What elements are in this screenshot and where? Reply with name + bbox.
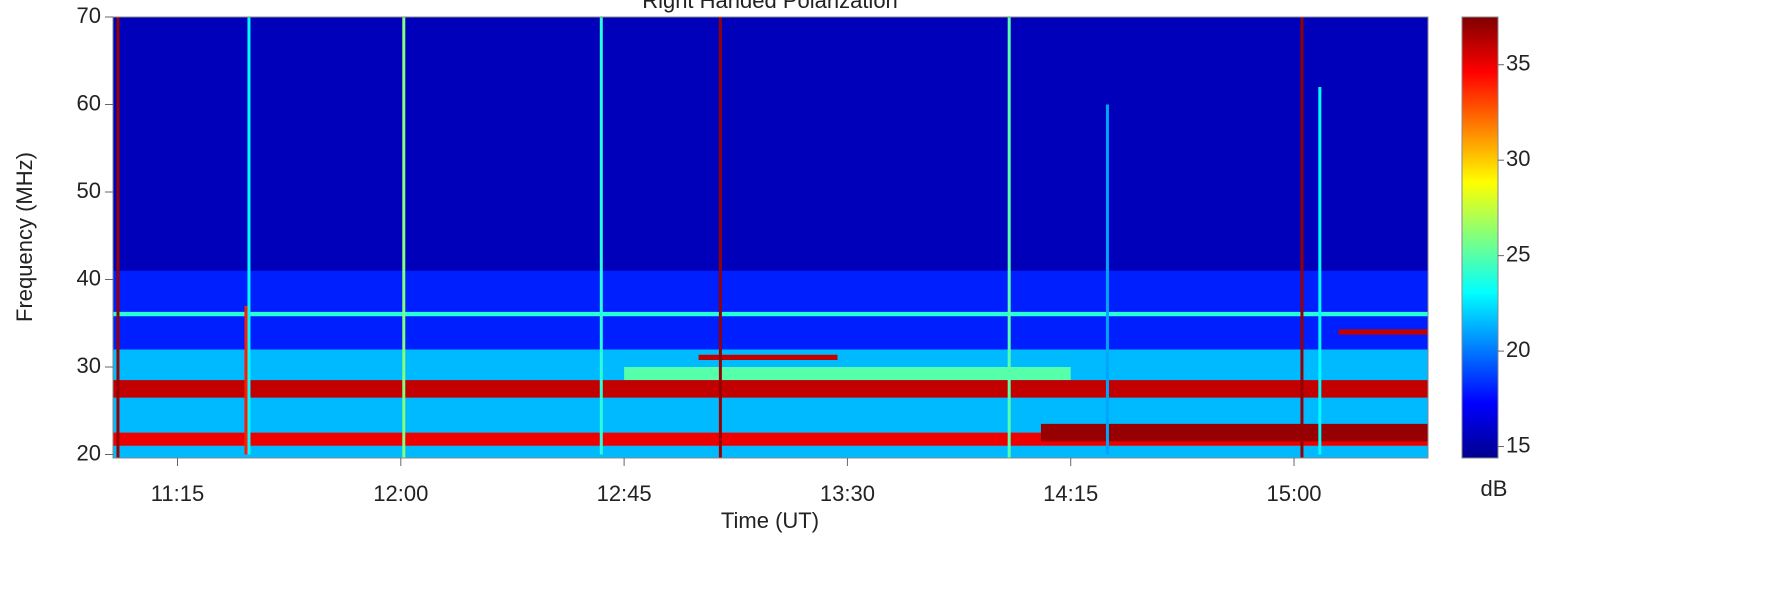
x-tick-label: 13:30 xyxy=(820,481,875,506)
y-tick-label: 50 xyxy=(77,178,101,203)
y-tick-label: 30 xyxy=(77,353,101,378)
plot-frame xyxy=(112,16,1429,459)
colorbar-tick-label: 20 xyxy=(1506,337,1530,362)
x-tick-label: 12:00 xyxy=(373,481,428,506)
burst xyxy=(247,17,251,455)
burst xyxy=(1318,87,1322,455)
colorbar xyxy=(1462,17,1498,458)
burst xyxy=(402,17,406,458)
spectrum-region xyxy=(1338,329,1428,335)
colorbar-tick-label: 35 xyxy=(1506,51,1530,76)
x-tick-label: 12:45 xyxy=(597,481,652,506)
colorbar-tick-label: 15 xyxy=(1506,432,1530,457)
colorbar-tick-label: 30 xyxy=(1506,146,1530,171)
x-tick-label: 11:15 xyxy=(151,481,204,506)
burst xyxy=(116,17,120,458)
y-tick-label: 60 xyxy=(77,90,101,115)
spectrum-region xyxy=(1040,423,1428,442)
burst xyxy=(1007,17,1011,458)
spectrum-region xyxy=(113,380,1428,398)
burst xyxy=(599,17,603,455)
y-tick-label: 70 xyxy=(77,3,101,28)
colorbar-label: dB xyxy=(1481,476,1508,501)
x-tick-label: 15:00 xyxy=(1266,481,1321,506)
x-tick-label: 14:15 xyxy=(1043,481,1098,506)
y-tick-label: 20 xyxy=(77,440,101,465)
y-tick-label: 40 xyxy=(77,265,101,290)
chart-title: Right Handed Polarization xyxy=(642,0,898,13)
plot-area xyxy=(113,17,1428,458)
burst xyxy=(718,17,722,458)
burst xyxy=(1105,104,1109,455)
spectrum-region xyxy=(698,354,838,360)
burst xyxy=(1300,17,1304,458)
spectrum-region xyxy=(624,367,1071,381)
y-axis-label: Frequency (MHz) xyxy=(12,152,37,322)
colorbar-tick-label: 25 xyxy=(1506,241,1530,266)
x-axis-label: Time (UT) xyxy=(721,508,819,533)
spectrum-region xyxy=(113,311,1428,317)
colorbar-frame xyxy=(1461,16,1499,459)
burst xyxy=(244,305,248,455)
